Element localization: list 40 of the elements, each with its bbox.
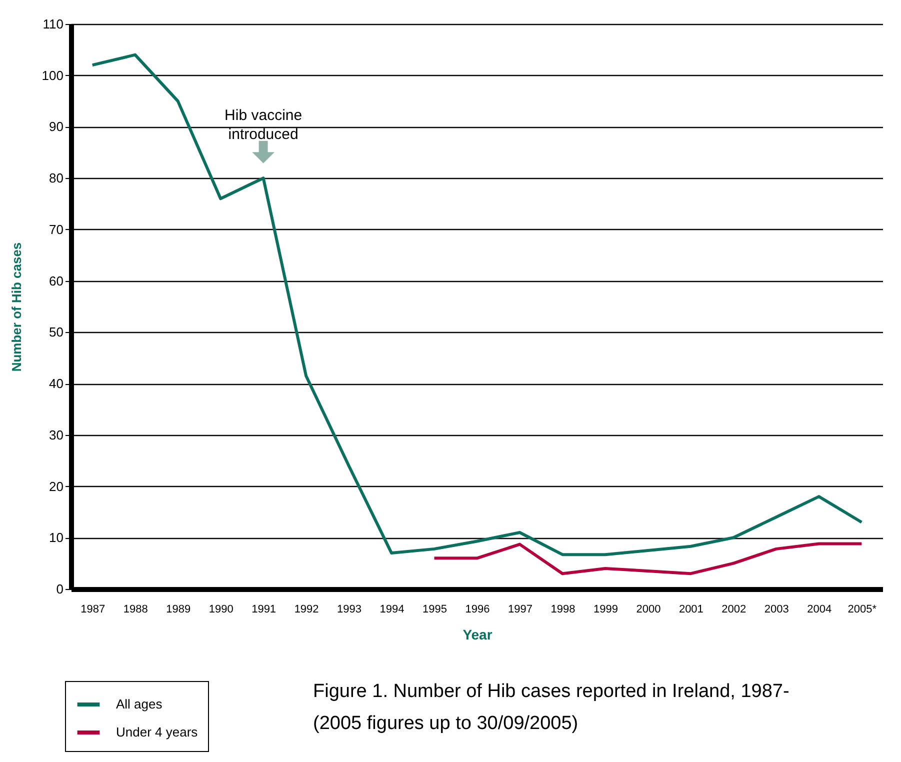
y-tick-label: 70 bbox=[49, 222, 64, 237]
x-tick-label: 2000 bbox=[636, 604, 661, 616]
line-series bbox=[90, 53, 864, 556]
x-tick-label: 1997 bbox=[508, 604, 532, 616]
x-tick-label: 1993 bbox=[337, 604, 362, 616]
y-axis-title: Number of Hib cases bbox=[8, 242, 24, 372]
y-tick-label: 10 bbox=[49, 530, 64, 546]
x-tick-label: 1992 bbox=[294, 604, 319, 616]
y-tick-label: 0 bbox=[56, 582, 64, 596]
legend-label: All ages bbox=[116, 696, 163, 712]
x-tick-label: 2001 bbox=[678, 604, 704, 616]
x-tick-label: 1990 bbox=[208, 604, 234, 616]
x-tick-label: 1996 bbox=[465, 604, 490, 616]
x-tick-label: 1999 bbox=[593, 604, 618, 616]
x-tick-label: 2003 bbox=[764, 604, 789, 616]
x-tick-label: 1991 bbox=[252, 604, 276, 616]
x-tick-label: 2005* bbox=[848, 604, 878, 616]
x-tick-label: 1998 bbox=[550, 604, 576, 616]
y-tick-label: 30 bbox=[49, 427, 64, 442]
x-axis-title: Year bbox=[462, 626, 493, 642]
y-tick-label: 20 bbox=[49, 478, 64, 494]
y-tick-label: 80 bbox=[49, 170, 64, 186]
x-tick-label: 1989 bbox=[166, 604, 191, 616]
y-tick-label: 50 bbox=[49, 324, 64, 340]
text: (2005 figures up to 30/09/2005) bbox=[313, 713, 578, 734]
x-tick-label: 1988 bbox=[123, 604, 148, 616]
caption: Figure 1. Number of Hib cases reported in Ireland, 1987- bbox=[313, 681, 790, 702]
y-tick-label: 60 bbox=[49, 273, 64, 288]
y-tick-label: 90 bbox=[49, 119, 64, 134]
x-tick-label: 1994 bbox=[380, 604, 404, 616]
annotation: Hib vaccine introduced bbox=[224, 107, 302, 144]
legend-label: Under 4 years bbox=[116, 724, 198, 740]
x-tick-label: 1995 bbox=[422, 604, 448, 616]
x-tick-label: 1987 bbox=[80, 604, 106, 616]
y-tick-label: 100 bbox=[42, 68, 64, 83]
line-series bbox=[432, 542, 864, 576]
y-tick-label: 110 bbox=[42, 16, 64, 32]
x-tick-label: 2004 bbox=[807, 604, 832, 616]
y-tick-label: 40 bbox=[49, 376, 64, 392]
x-tick-label: 2002 bbox=[722, 604, 746, 616]
